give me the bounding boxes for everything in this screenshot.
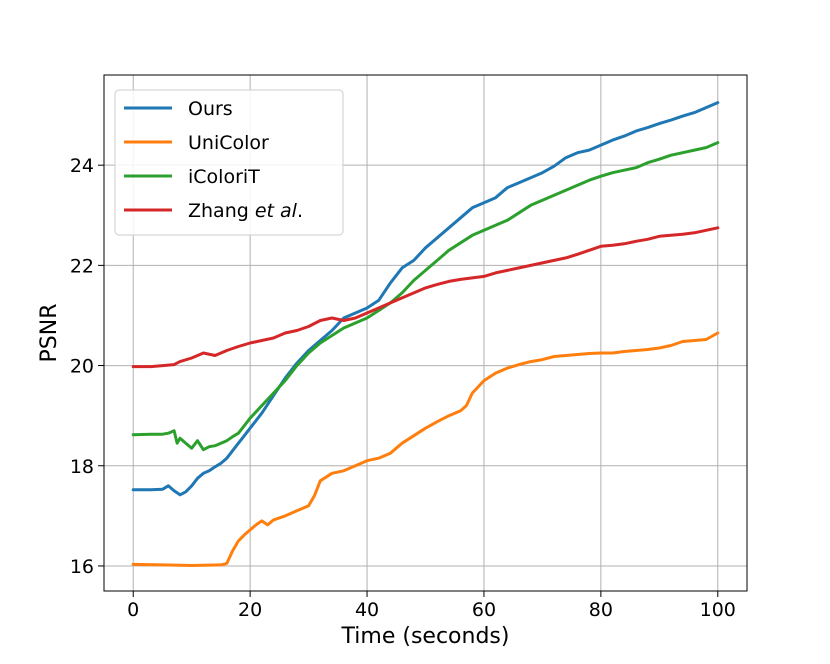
legend-label-ours: Ours [188,98,233,120]
legend-label-icolorit: iColoriT [188,166,260,188]
legend-label-zhang-tail: . [297,200,303,222]
y-tick-label: 18 [70,456,94,478]
legend: Ours UniColor iColoriT Zhang et al. [114,89,344,236]
axis-ticks: 0 20 40 60 80 100 16 18 20 22 24 [70,155,736,621]
y-tick-label: 24 [70,155,94,177]
series-line-zhang-et-al [131,226,720,369]
series-line-unicolor [131,331,720,567]
series-layer [131,101,720,567]
x-tick-label: 40 [355,599,379,621]
x-tick-label: 20 [238,599,262,621]
legend-label-unicolor: UniColor [188,132,269,154]
x-tick-label: 0 [127,599,139,621]
x-tick-label: 80 [589,599,613,621]
y-axis-label: PSNR [37,304,62,363]
y-tick-label: 20 [70,356,94,378]
legend-label-zhang-italic: et al [255,200,298,222]
x-axis-label: Time (seconds) [341,624,510,649]
series-line-icolorit [131,141,720,452]
y-tick-label: 22 [70,255,94,277]
series-line-ours [131,101,720,497]
legend-box [114,89,344,236]
x-tick-label: 100 [700,599,736,621]
plot-frame [103,74,748,592]
y-tick-label: 16 [70,556,94,578]
legend-label-zhang-main: Zhang [188,200,255,222]
x-tick-label: 60 [472,599,496,621]
legend-label-zhang: Zhang et al. [188,200,303,222]
